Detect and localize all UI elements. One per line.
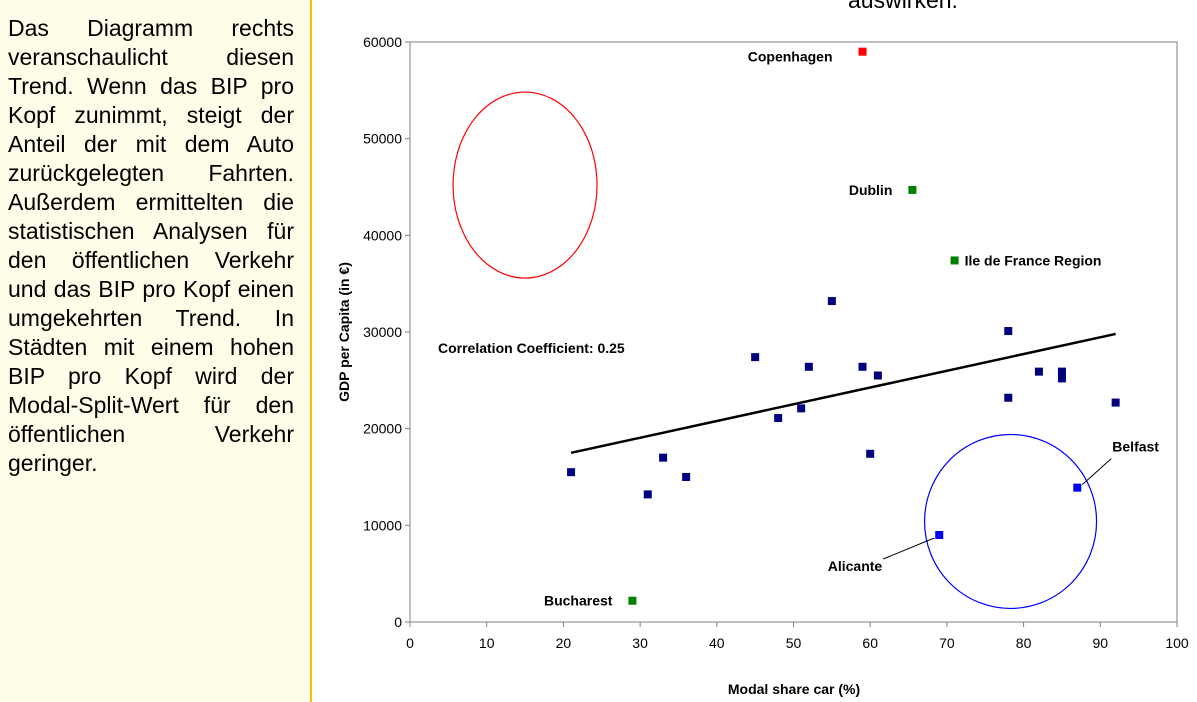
y-tick-label: 40000 [363, 227, 402, 243]
x-tick-label: 80 [1016, 635, 1032, 651]
data-point [797, 404, 806, 413]
data-point [751, 353, 760, 362]
x-axis-title: Modal share car (%) [728, 681, 860, 697]
trendline [570, 332, 1116, 455]
text-panel: Das Diagramm rechts veranschaulicht dies… [0, 0, 312, 702]
data-point [866, 449, 875, 458]
highlighted-point-copenhagen [858, 47, 867, 56]
highlighted-point-belfast [1073, 483, 1082, 492]
x-tick-label: 10 [479, 635, 495, 651]
city-label: Dublin [849, 182, 893, 198]
city-label: Bucharest [544, 593, 613, 609]
highlighted-point-alicante [935, 531, 944, 539]
data-point [1057, 374, 1066, 383]
x-tick-label: 20 [556, 635, 572, 651]
plot-area [409, 41, 1178, 623]
data-point [1034, 367, 1043, 376]
x-tick-label: 60 [862, 635, 878, 651]
data-point [827, 297, 836, 306]
x-tick-label: 100 [1165, 635, 1189, 651]
data-point [774, 414, 783, 423]
y-tick-label: 50000 [363, 131, 402, 147]
x-tick-label: 90 [1093, 635, 1109, 651]
data-point [682, 473, 691, 481]
data-point [858, 362, 867, 371]
data-point [1004, 393, 1013, 402]
highlighted-point-bucharest [628, 596, 637, 605]
side-paragraph: Das Diagramm rechts veranschaulicht dies… [8, 15, 294, 476]
y-tick-label: 60000 [363, 34, 402, 50]
data-point [659, 453, 668, 462]
city-label: Alicante [828, 558, 883, 574]
city-label: Belfast [1112, 439, 1159, 455]
highlight-circle-red [452, 91, 598, 279]
leader-line [1081, 458, 1112, 486]
highlighted-point-dublin [908, 185, 917, 194]
x-tick-label: 50 [786, 635, 802, 651]
data-point [643, 490, 652, 499]
data-point [1111, 398, 1120, 407]
highlight-circle-blue [923, 433, 1098, 610]
y-axis-title: GDP per Capita (in €) [336, 262, 352, 402]
y-tick-label: 10000 [363, 517, 402, 533]
data-point [873, 371, 882, 380]
correlation-annotation: Correlation Coefficient: 0.25 [438, 340, 625, 356]
data-point [1057, 367, 1066, 376]
x-tick-label: 40 [709, 635, 725, 651]
top-text-fragment: auswirken. [848, 0, 958, 13]
highlighted-point-ile-de-france-region [950, 256, 959, 265]
data-point [804, 362, 813, 371]
data-point [1004, 327, 1013, 336]
x-tick-label: 30 [632, 635, 648, 651]
y-tick-label: 0 [394, 614, 402, 630]
x-tick-label: 70 [939, 635, 955, 651]
x-tick-label: 0 [406, 635, 414, 651]
leader-line [883, 537, 935, 560]
data-point [567, 468, 576, 477]
city-label: Ile de France Region [965, 252, 1102, 268]
y-tick-label: 30000 [363, 324, 402, 340]
city-label: Copenhagen [748, 49, 833, 65]
y-tick-label: 20000 [363, 421, 402, 437]
